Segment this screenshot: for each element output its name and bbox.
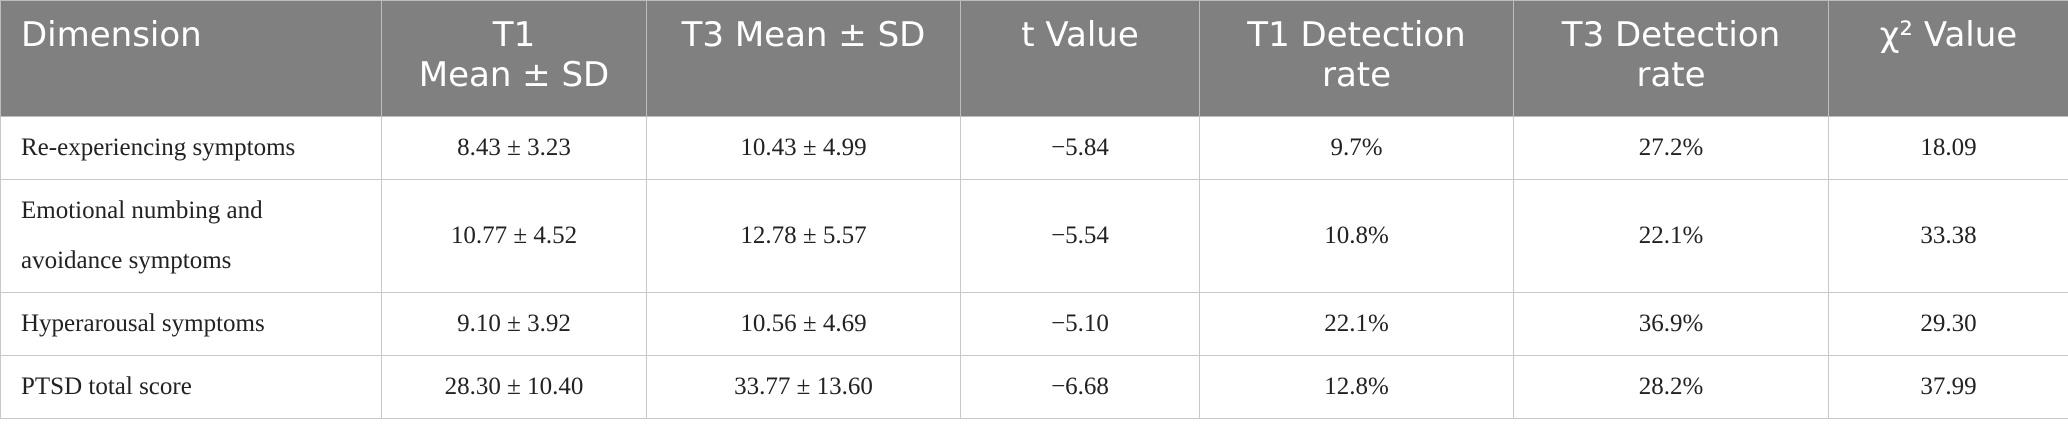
header-cell: T1 Mean ± SD xyxy=(381,0,647,117)
table-cell: 10.8% xyxy=(1199,179,1514,293)
table-cell: 29.30 xyxy=(1828,292,2068,356)
table-row: Re-experiencing symptoms 8.43 ± 3.23 10.43… xyxy=(0,116,2068,180)
table-cell: 10.43 ± 4.99 xyxy=(646,116,961,180)
table-cell: 9.7% xyxy=(1199,116,1514,180)
table-cell: 37.99 xyxy=(1828,355,2068,419)
table-cell: −5.54 xyxy=(960,179,1200,293)
header-text: T3 Detection xyxy=(1561,15,1781,55)
header-text: T1 xyxy=(492,15,536,55)
header-text: rate xyxy=(1321,55,1392,95)
header-cell: Dimension xyxy=(0,0,382,117)
table-cell: 8.43 ± 3.23 xyxy=(381,116,647,180)
table-cell: −6.68 xyxy=(960,355,1200,419)
table-row: PTSD total score 28.30 ± 10.40 33.77 ± 13.… xyxy=(0,355,2068,419)
header-text: t Value xyxy=(1021,15,1139,55)
data-table: Dimension T1 Mean ± SD T3 Mean ± SD t Value T… xyxy=(0,0,2068,419)
header-row: Dimension T1 Mean ± SD T3 Mean ± SD t Value T… xyxy=(0,0,2068,117)
table-cell: 10.56 ± 4.69 xyxy=(646,292,961,356)
table-cell: 9.10 ± 3.92 xyxy=(381,292,647,356)
header-text: rate xyxy=(1636,55,1706,95)
table-cell: −5.10 xyxy=(960,292,1200,356)
table-cell: PTSD total score xyxy=(0,355,382,419)
header-cell: T3 Mean ± SD xyxy=(646,0,961,117)
header-cell: t Value xyxy=(960,0,1200,117)
header-text: χ² Value xyxy=(1879,15,2018,55)
table-head: Dimension T1 Mean ± SD T3 Mean ± SD t Value T… xyxy=(0,0,2068,117)
table-cell: Emotional numbing and avoidance symptoms xyxy=(0,179,382,293)
table-body: Re-experiencing symptoms 8.43 ± 3.23 10.43… xyxy=(0,116,2068,419)
header-text: Mean ± SD xyxy=(418,55,610,95)
table-row: Emotional numbing and avoidance symptoms… xyxy=(0,179,2068,293)
table-cell: −5.84 xyxy=(960,116,1200,180)
header-cell: T3 Detection rate xyxy=(1513,0,1829,117)
table-cell: 12.78 ± 5.57 xyxy=(646,179,961,293)
header-text: Dimension xyxy=(21,15,202,55)
table-cell: Hyperarousal symptoms xyxy=(0,292,382,356)
table-cell: 18.09 xyxy=(1828,116,2068,180)
table-cell: 28.30 ± 10.40 xyxy=(381,355,647,419)
table-cell: Re-experiencing symptoms xyxy=(0,116,382,180)
table-cell: 28.2% xyxy=(1513,355,1829,419)
table-cell: 22.1% xyxy=(1513,179,1829,293)
table-cell: 33.38 xyxy=(1828,179,2068,293)
header-cell: T1 Detection rate xyxy=(1199,0,1514,117)
table-cell: 10.77 ± 4.52 xyxy=(381,179,647,293)
table-cell: 22.1% xyxy=(1199,292,1514,356)
header-cell: χ² Value xyxy=(1828,0,2068,117)
table-cell: 27.2% xyxy=(1513,116,1829,180)
table-cell: 12.8% xyxy=(1199,355,1514,419)
table-cell: 33.77 ± 13.60 xyxy=(646,355,961,419)
header-text: T1 Detection xyxy=(1247,15,1466,55)
header-text: T3 Mean ± SD xyxy=(681,15,926,55)
table-row: Hyperarousal symptoms 9.10 ± 3.92 10.56 ± … xyxy=(0,292,2068,356)
table-cell: 36.9% xyxy=(1513,292,1829,356)
